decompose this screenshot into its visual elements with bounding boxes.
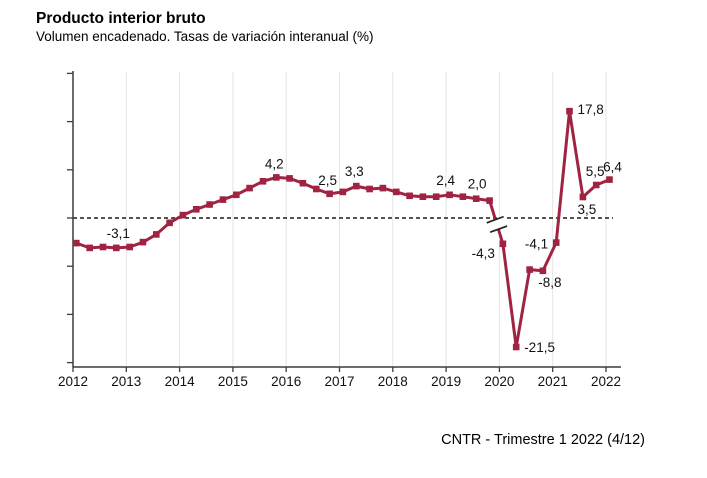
chart-subtitle: Volumen encadenado. Tasas de variación i… [36, 29, 374, 44]
axis-break-gap [484, 215, 509, 233]
x-tick-label-2018: 2018 [378, 374, 408, 389]
data-point-2018Q4 [432, 193, 440, 200]
x-tick-label-2021: 2021 [538, 374, 568, 389]
data-label-2020Q1: -4,3 [472, 246, 495, 261]
data-point-2014Q4 [219, 196, 227, 203]
data-point-2015Q1 [233, 191, 240, 199]
data-point-2012Q2 [86, 244, 93, 252]
x-tick-label-2013: 2013 [111, 374, 141, 389]
data-point-2013Q1 [126, 243, 133, 251]
data-point-2014Q3 [206, 201, 213, 208]
x-tick-label-2016: 2016 [271, 374, 301, 389]
x-tick-label-2015: 2015 [218, 374, 248, 389]
axis-break-mark [484, 215, 509, 233]
data-point-2020Q1 [499, 240, 507, 248]
data-label-2021Q2: 17,8 [578, 102, 604, 117]
data-point-2020Q3 [526, 266, 533, 273]
axis-break-slash [489, 225, 508, 233]
data-point-2017Q4 [379, 184, 387, 192]
data-point-2022Q1 [606, 176, 613, 183]
data-point-2020Q4 [539, 267, 547, 275]
data-point-2019Q3 [472, 195, 480, 202]
x-tick-label-2022: 2022 [591, 374, 621, 389]
data-point-2018Q1 [393, 188, 400, 196]
data-point-2020Q2 [512, 343, 520, 351]
data-point-2014Q2 [193, 206, 200, 213]
page-title: Producto interior bruto [36, 10, 206, 27]
series-line [74, 109, 611, 349]
data-label-2019Q1: 2,4 [436, 173, 455, 188]
data-label-2022Q1: 6,4 [603, 160, 622, 175]
data-label-2019Q3: 2,0 [468, 177, 487, 192]
data-point-2012Q3 [99, 243, 107, 251]
data-point-2021Q4 [592, 181, 600, 189]
data-point-2019Q2 [459, 193, 467, 200]
data-point-2016Q1 [286, 175, 293, 182]
data-point-2019Q4 [486, 197, 493, 204]
data-point-2017Q3 [366, 185, 373, 193]
data-point-2012Q4 [113, 244, 120, 252]
source-note: CNTR - Trimestre 1 2022 (4/12) [441, 432, 645, 448]
data-point-2015Q4 [273, 174, 280, 181]
data-point-2019Q1 [446, 191, 453, 199]
data-point-2013Q3 [153, 231, 160, 238]
data-label-2015Q4: 4,2 [265, 156, 284, 171]
data-point-2021Q3 [579, 193, 587, 201]
data-point-2018Q2 [406, 192, 413, 200]
data-label-2021Q4: 5,5 [586, 164, 605, 179]
data-point-2012Q1 [73, 239, 80, 247]
data-point-2018Q3 [419, 193, 427, 200]
data-point-2015Q3 [259, 178, 267, 185]
x-tick-label-2014: 2014 [165, 374, 196, 389]
data-label-2017Q2: 3,3 [345, 164, 364, 179]
data-point-2013Q4 [166, 219, 173, 227]
data-label-2012Q4: -3,1 [107, 226, 130, 241]
data-point-2016Q4 [326, 190, 333, 198]
data-point-2015Q2 [246, 184, 253, 192]
data-point-2013Q2 [139, 238, 147, 246]
data-point-2016Q2 [299, 179, 307, 187]
data-point-2021Q2 [566, 107, 573, 115]
x-tick-label-2019: 2019 [431, 374, 461, 389]
data-label-2021Q3: 3,5 [578, 202, 597, 217]
x-tick-label-2017: 2017 [324, 374, 354, 389]
data-point-2021Q1 [552, 239, 560, 246]
data-label-2016Q4: 2,5 [318, 173, 337, 188]
data-point-2016Q3 [313, 185, 320, 193]
axis-break-slash [486, 215, 504, 224]
data-point-2017Q1 [339, 188, 347, 196]
x-tick-label-2012: 2012 [58, 374, 88, 389]
x-tick-label-2020: 2020 [484, 374, 514, 389]
data-point-2014Q1 [179, 211, 187, 219]
data-label-2020Q2: -21,5 [524, 340, 555, 355]
data-point-2017Q2 [353, 182, 360, 190]
data-label-2021Q1: -4,1 [525, 237, 548, 252]
data-label-2020Q4: -8,8 [538, 275, 561, 290]
